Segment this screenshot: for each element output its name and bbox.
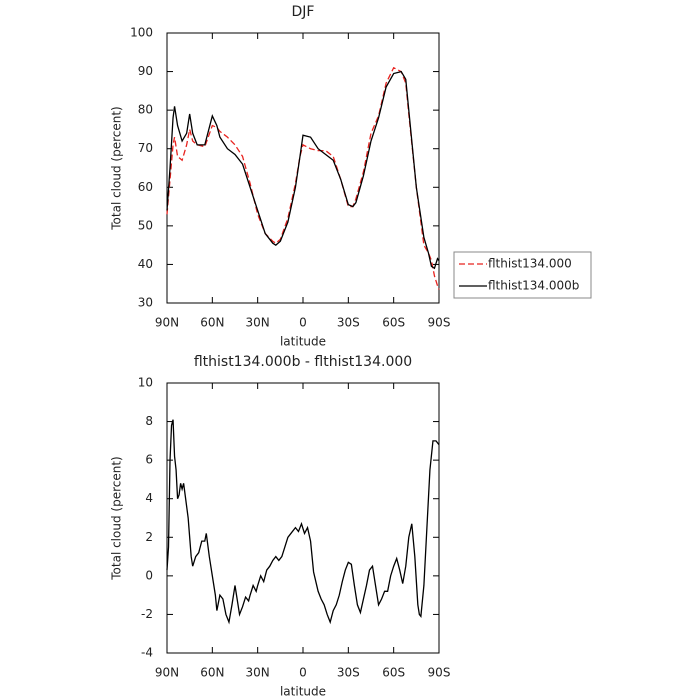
x-tick-label: 30N: [246, 666, 270, 680]
x-tick-label: 90N: [155, 316, 179, 330]
y-tick-label: 2: [145, 530, 153, 544]
x-tick-label: 90N: [155, 666, 179, 680]
y-axis-label: Total cloud (percent): [110, 456, 124, 580]
y-tick-label: -2: [141, 607, 153, 621]
x-tick-label: 60N: [200, 666, 224, 680]
x-tick-label: 90S: [428, 666, 451, 680]
y-tick-label: 90: [138, 64, 153, 78]
y-tick-label: 60: [138, 180, 153, 194]
x-tick-label: 30S: [337, 666, 360, 680]
x-tick-label: 30S: [337, 316, 360, 330]
legend-box: [453, 251, 592, 299]
data-line: [166, 66, 440, 290]
legend-label: flthist134.000b: [488, 279, 579, 293]
y-tick-label: -4: [141, 646, 153, 660]
y-axis-label: Total cloud (percent): [110, 106, 124, 230]
x-axis-label: latitude: [280, 685, 326, 699]
x-tick-label: 30N: [246, 316, 270, 330]
data-line: [166, 70, 440, 270]
x-tick-label: 0: [299, 666, 307, 680]
y-tick-label: 100: [130, 26, 153, 40]
chart-title: DJF: [292, 4, 315, 20]
y-tick-label: 0: [145, 568, 153, 582]
y-tick-label: 30: [138, 296, 153, 310]
y-tick-label: 50: [138, 218, 153, 232]
x-tick-label: 60S: [382, 666, 405, 680]
plot-frame: [166, 32, 440, 304]
y-tick-label: 4: [145, 491, 153, 505]
y-tick-label: 70: [138, 141, 153, 155]
chart-title: flthist134.000b - flthist134.000: [194, 354, 412, 370]
y-tick-label: 10: [138, 376, 153, 390]
y-tick-label: 6: [145, 453, 153, 467]
legend-label: flthist134.000: [488, 257, 572, 271]
x-tick-label: 60N: [200, 316, 224, 330]
data-line: [166, 419, 440, 625]
plot-frame: [166, 382, 440, 654]
y-tick-label: 8: [145, 414, 153, 428]
x-tick-label: 60S: [382, 316, 405, 330]
x-tick-label: 0: [299, 316, 307, 330]
y-tick-label: 80: [138, 103, 153, 117]
x-tick-label: 90S: [428, 316, 451, 330]
x-axis-label: latitude: [280, 335, 326, 349]
y-tick-label: 40: [138, 257, 153, 271]
